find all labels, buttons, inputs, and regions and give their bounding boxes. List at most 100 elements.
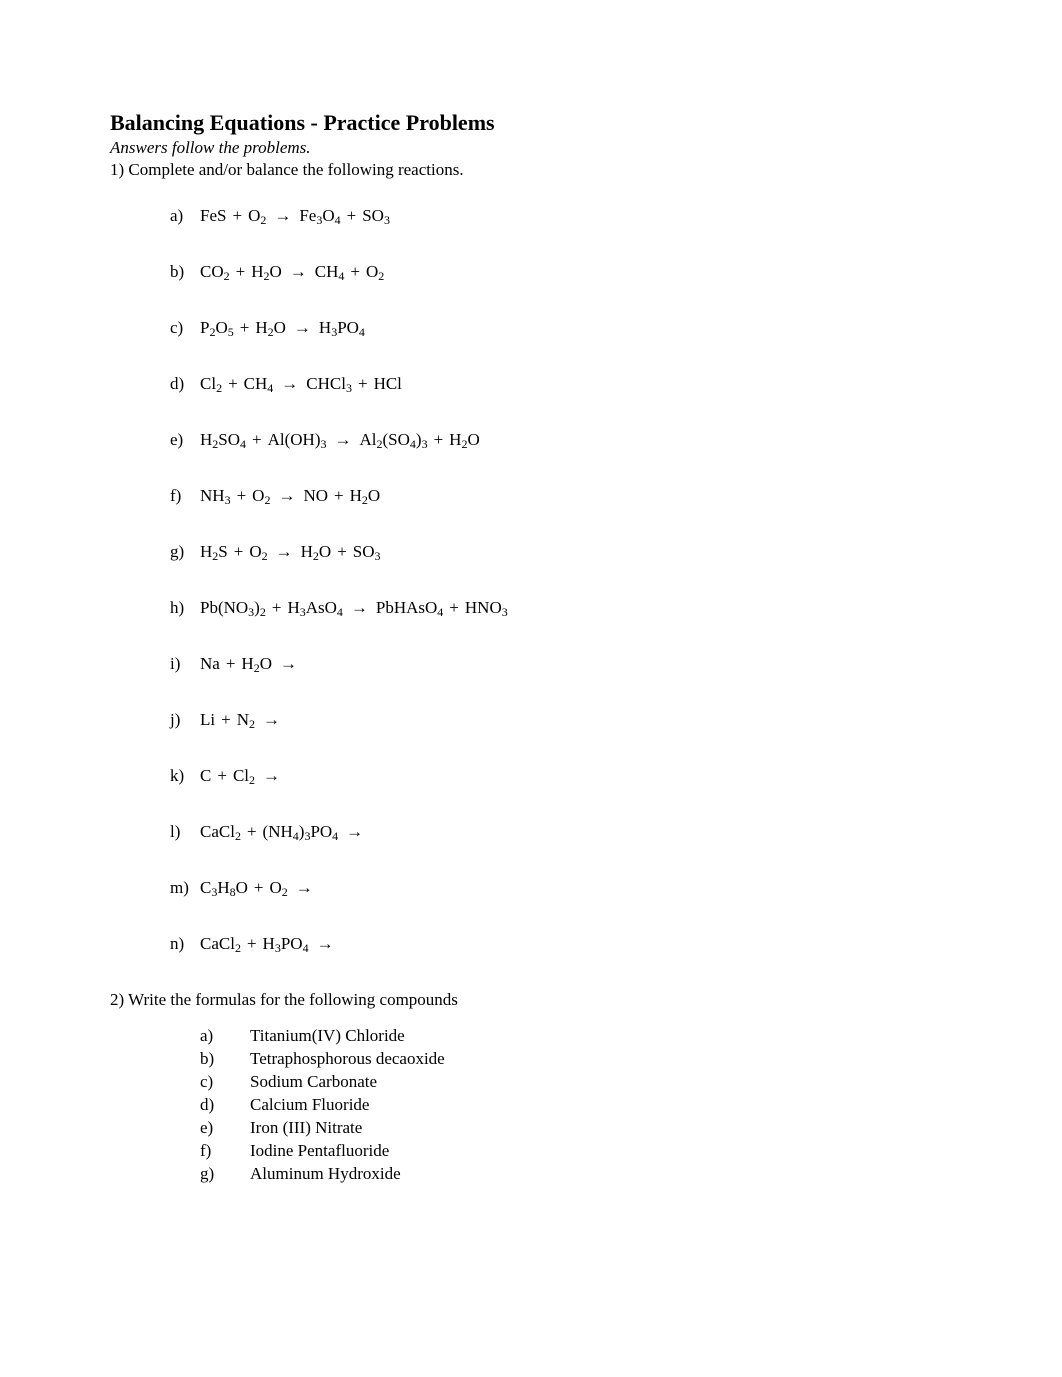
q2-instruction: 2) Write the formulas for the following …	[110, 990, 952, 1010]
chem-term: HCl	[374, 374, 402, 394]
chem-base: N	[237, 710, 249, 730]
compound-name: Calcium Fluoride	[250, 1095, 369, 1115]
chem-term: H3	[319, 318, 337, 338]
chem-term: Pb(NO3	[200, 598, 254, 618]
compound-label: a)	[200, 1026, 250, 1046]
chem-subscript: 2	[212, 549, 218, 564]
chem-base: H	[449, 430, 461, 450]
chem-term: H2	[449, 430, 467, 450]
chem-base: SO	[218, 430, 240, 450]
chem-term: PO4	[337, 318, 365, 338]
chem-subscript: 2	[216, 381, 222, 396]
equation-label: c)	[170, 318, 200, 338]
equation-body: C3H8O+O2→	[200, 878, 321, 898]
chem-term: H2	[200, 430, 218, 450]
operator-plus: +	[217, 766, 227, 786]
chem-subscript: 2	[224, 269, 230, 284]
reaction-arrow-icon: →	[290, 262, 307, 282]
chem-subscript: 4	[267, 381, 273, 396]
compound-list: a)Titanium(IV) Chlorideb)Tetraphosphorou…	[200, 1026, 952, 1184]
equation-item: b)CO2+H2O→CH4+O2	[170, 262, 952, 282]
equation-body: Na+H2O→	[200, 654, 305, 674]
equation-item: h)Pb(NO3)2+H3AsO4→PbHAsO4+HNO3	[170, 598, 952, 618]
chem-term: O4	[322, 206, 340, 226]
chem-base: PbHAsO	[376, 598, 437, 618]
operator-plus: +	[272, 598, 282, 618]
chem-base: O	[215, 318, 227, 338]
operator-plus: +	[449, 598, 459, 618]
reaction-arrow-icon: →	[335, 430, 352, 450]
equation-item: g)H2S+O2→H2O+SO3	[170, 542, 952, 562]
compound-name: Sodium Carbonate	[250, 1072, 377, 1092]
chem-term: O2	[366, 262, 384, 282]
chem-base: SO	[353, 542, 375, 562]
compound-label: g)	[200, 1164, 250, 1184]
compound-label: c)	[200, 1072, 250, 1092]
operator-plus: +	[221, 710, 231, 730]
chem-subscript: 3	[225, 493, 231, 508]
operator-plus: +	[234, 542, 244, 562]
chem-subscript: 3	[422, 437, 428, 452]
compound-item: a)Titanium(IV) Chloride	[200, 1026, 952, 1046]
chem-term: SO3	[353, 542, 381, 562]
equation-body: Cl2+CH4→CHCl3+HCl	[200, 374, 402, 394]
equation-item: j)Li+N2→	[170, 710, 952, 730]
chem-term: H3	[287, 598, 305, 618]
equation-body: NH3+O2→NO+H2O	[200, 486, 380, 506]
chem-term: C3	[200, 878, 217, 898]
chem-term: H2	[350, 486, 368, 506]
chem-base: O	[270, 878, 282, 898]
chem-term: PbHAsO4	[376, 598, 443, 618]
chem-base: O	[366, 262, 378, 282]
equation-label: n)	[170, 934, 200, 954]
equation-body: Li+N2→	[200, 710, 288, 730]
operator-plus: +	[337, 542, 347, 562]
chem-base: CH	[244, 374, 268, 394]
reaction-arrow-icon: →	[263, 710, 280, 730]
chem-base: HNO	[465, 598, 502, 618]
compound-item: d)Calcium Fluoride	[200, 1095, 952, 1115]
operator-plus: +	[247, 822, 257, 842]
reaction-arrow-icon: →	[263, 766, 280, 786]
chem-base: Al	[360, 430, 377, 450]
chem-subscript: 2	[262, 549, 268, 564]
chem-subscript: 4	[337, 605, 343, 620]
chem-base: H	[319, 318, 331, 338]
chem-subscript: 2	[249, 773, 255, 788]
chem-base: Al(OH)	[268, 430, 321, 450]
compound-item: e)Iron (III) Nitrate	[200, 1118, 952, 1138]
chem-term: O2	[249, 542, 267, 562]
chem-term: NO	[303, 486, 328, 506]
operator-plus: +	[358, 374, 368, 394]
compound-item: g)Aluminum Hydroxide	[200, 1164, 952, 1184]
chem-term: P2	[200, 318, 215, 338]
operator-plus: +	[226, 654, 236, 674]
chem-subscript: 2	[268, 325, 274, 340]
chem-term: O	[260, 654, 272, 674]
chem-subscript: 4	[332, 829, 338, 844]
chem-subscript: 2	[362, 493, 368, 508]
chem-base: O	[322, 206, 334, 226]
equation-item: c)P2O5+H2O→H3PO4	[170, 318, 952, 338]
chem-base: (NH	[263, 822, 293, 842]
chem-subscript: 4	[359, 325, 365, 340]
chem-subscript: 2	[254, 661, 260, 676]
chem-term: Cl2	[200, 374, 222, 394]
equation-item: e)H2SO4+Al(OH)3→Al2(SO4)3+H2O	[170, 430, 952, 450]
chem-subscript: 2	[313, 549, 319, 564]
equation-item: f)NH3+O2→NO+H2O	[170, 486, 952, 506]
chem-subscript: 2	[377, 437, 383, 452]
chem-base: H	[301, 542, 313, 562]
operator-plus: +	[334, 486, 344, 506]
chem-term: N2	[237, 710, 255, 730]
chem-base: Fe	[299, 206, 316, 226]
chem-subscript: 5	[228, 325, 234, 340]
chem-subscript: 3	[346, 381, 352, 396]
chem-term: H2	[200, 542, 218, 562]
chem-base: Cl	[200, 374, 216, 394]
chem-term: (NH4	[263, 822, 299, 842]
chem-term: CO2	[200, 262, 230, 282]
chem-subscript: 3	[321, 437, 327, 452]
chem-term: O	[274, 318, 286, 338]
chem-term: H3	[263, 934, 281, 954]
